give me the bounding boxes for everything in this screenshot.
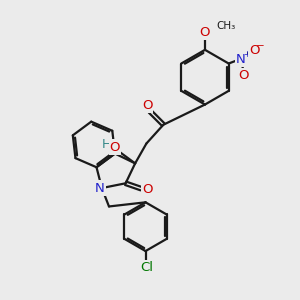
Text: H: H [102, 138, 111, 152]
Text: O: O [238, 70, 249, 83]
Text: O: O [142, 183, 153, 196]
Text: O: O [200, 26, 210, 39]
Text: +: + [243, 50, 251, 59]
Text: Cl: Cl [140, 261, 154, 274]
Text: N: N [236, 53, 246, 66]
Text: N: N [95, 182, 105, 194]
Text: O: O [249, 44, 260, 57]
Text: O: O [110, 140, 120, 154]
Text: CH₃: CH₃ [216, 21, 236, 31]
Text: −: − [256, 40, 265, 51]
Text: O: O [142, 99, 152, 112]
